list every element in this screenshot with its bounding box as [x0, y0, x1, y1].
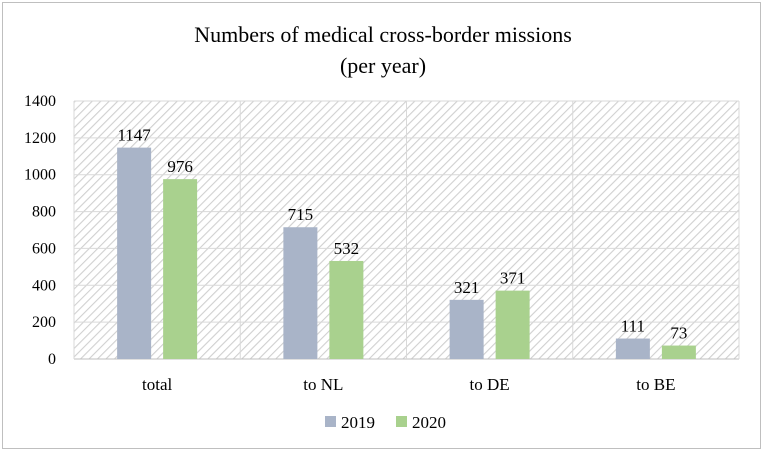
- legend: 2019 2020: [325, 413, 446, 432]
- y-tick-label: 1000: [24, 167, 56, 184]
- legend-label-2019: 2019: [341, 413, 375, 432]
- bar-2019-total: [117, 147, 152, 359]
- bar-2020-to-de: [495, 290, 530, 359]
- bar-2019-to-be: [615, 338, 650, 359]
- legend-swatch-2019: [325, 416, 336, 427]
- y-tick-label: 800: [32, 204, 56, 221]
- chart-frame: Numbers of medical cross-border missions…: [2, 2, 761, 449]
- y-tick-label: 600: [32, 240, 56, 257]
- data-labels: 1147 715 321 111 976 532 371 73: [117, 126, 687, 343]
- y-axis-tick-labels: 0 200 400 600 800 1000 1200 1400: [24, 93, 56, 368]
- x-tick-label: total: [142, 375, 172, 394]
- x-tick-label: to DE: [470, 375, 510, 394]
- bar-2020-to-nl: [329, 260, 364, 359]
- data-label: 715: [288, 205, 314, 224]
- bars-layer: [117, 147, 696, 359]
- bar-chart: Numbers of medical cross-border missions…: [24, 22, 740, 432]
- data-label: 73: [670, 324, 687, 343]
- data-label: 532: [334, 239, 360, 258]
- data-label: 1147: [117, 126, 151, 145]
- legend-swatch-2020: [396, 416, 407, 427]
- data-label: 321: [454, 278, 480, 297]
- legend-label-2020: 2020: [412, 413, 446, 432]
- data-label: 371: [500, 269, 526, 288]
- bar-2020-total: [163, 179, 198, 359]
- x-tick-label: to BE: [636, 375, 675, 394]
- y-tick-label: 400: [32, 277, 56, 294]
- chart-title-line-1: Numbers of medical cross-border missions: [194, 22, 572, 47]
- x-axis-tick-labels: total to NL to DE to BE: [142, 375, 675, 394]
- data-label: 976: [167, 157, 193, 176]
- y-tick-label: 200: [32, 314, 56, 331]
- chart-title-line-2: (per year): [340, 53, 426, 78]
- bar-2020-to-be: [661, 345, 696, 359]
- data-label: 111: [621, 317, 645, 336]
- bar-2019-to-de: [449, 299, 484, 359]
- y-tick-label: 0: [48, 351, 56, 368]
- y-tick-label: 1200: [24, 130, 56, 147]
- x-tick-label: to NL: [303, 375, 343, 394]
- bar-2019-to-nl: [283, 227, 318, 359]
- y-tick-label: 1400: [24, 93, 56, 110]
